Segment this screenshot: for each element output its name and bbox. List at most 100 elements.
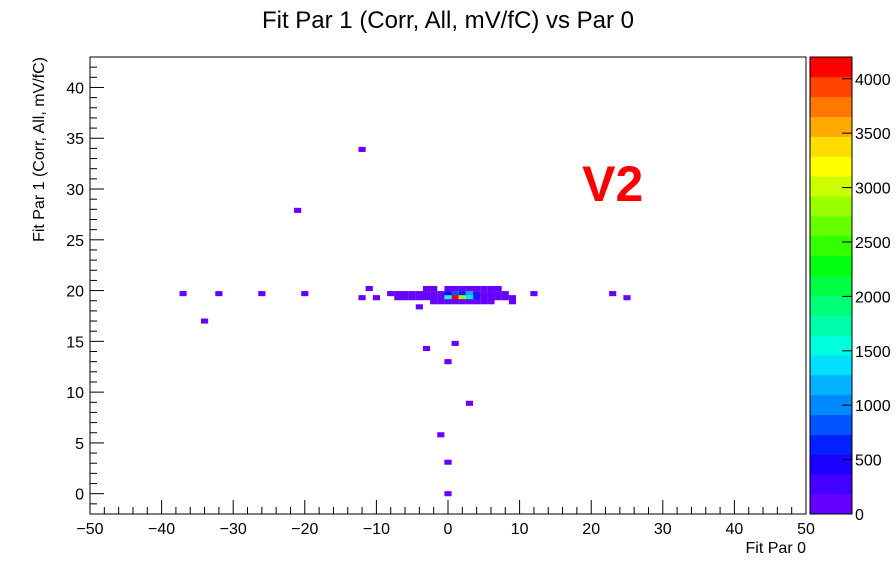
y-tick-label: 10 [66, 385, 84, 402]
heatmap-cell [480, 295, 488, 301]
heatmap-cell [444, 491, 452, 497]
heatmap-cell [422, 345, 431, 351]
heatmap-cell [422, 295, 431, 301]
heatmap-cell [508, 299, 517, 305]
colorbar-band [810, 494, 852, 515]
heatmap-cell [301, 291, 309, 297]
colorbar-tick-label: 0 [855, 507, 864, 524]
colorbar-band [810, 414, 852, 435]
y-tick-label: 5 [75, 436, 84, 453]
heatmap-cell [487, 295, 495, 301]
heatmap-cell [451, 291, 459, 297]
heatmap-cell [430, 291, 438, 297]
heatmap-cell [179, 291, 187, 297]
heatmap-cell [473, 295, 481, 301]
heatmap-cell [430, 299, 438, 305]
heatmap-cell [451, 340, 459, 346]
heatmap-cell [444, 295, 452, 301]
y-tick-label: 20 [66, 284, 84, 301]
heatmap-cell [258, 291, 266, 297]
heatmap-cell [394, 295, 402, 301]
heatmap-cell [387, 291, 395, 297]
heatmap-cell [444, 299, 452, 305]
y-tick-label: 30 [66, 182, 84, 199]
colorbar-band [810, 434, 852, 455]
heatmap-cell [215, 291, 223, 297]
heatmap-cell [437, 432, 445, 438]
heatmap-cell [501, 295, 509, 301]
colorbar-band [810, 295, 852, 316]
colorbar-band [810, 176, 852, 197]
heatmap-cell [394, 291, 402, 297]
x-axis: −50 −40 −30 −20 −10 0 10 20 30 40 50 [76, 500, 815, 538]
heatmap-cell [609, 291, 617, 297]
x-tick-label: 10 [511, 521, 529, 538]
heatmap-cell [408, 291, 416, 297]
heatmap-cell [530, 291, 538, 297]
x-tick-label: 40 [726, 521, 744, 538]
colorbar-band [810, 255, 852, 276]
heatmap-cell [444, 359, 452, 365]
heatmap-cell [365, 286, 373, 292]
heatmap-cell [494, 295, 502, 301]
heatmap-cell [415, 295, 423, 301]
heatmap-cell [465, 295, 474, 301]
x-tick-label: 20 [582, 521, 600, 538]
y-tick-label: 0 [75, 487, 84, 504]
heatmap-cell [494, 286, 502, 292]
heatmap-cell [358, 146, 366, 152]
heatmap-cell [473, 291, 481, 297]
colorbar-tick-label: 500 [855, 453, 882, 470]
heatmap-cell [430, 286, 438, 292]
heatmap-cell [437, 295, 445, 301]
heatmap-cell [451, 295, 459, 301]
colorbar-frame [809, 56, 853, 515]
colorbar-band [810, 315, 852, 336]
y-tick-label: 40 [66, 80, 84, 97]
colorbar-band [810, 156, 852, 177]
heatmap-cell [480, 291, 488, 297]
colorbar-band [810, 136, 852, 157]
heatmap-cell [200, 318, 209, 324]
colorbar-tick-label: 1500 [855, 344, 891, 361]
heatmap-cell [372, 295, 380, 301]
colorbar-band [810, 355, 852, 376]
heatmap-cell [473, 299, 481, 305]
colorbar-band [810, 275, 852, 296]
heatmap-cell [473, 286, 481, 292]
y-axis-label: Fit Par 1 (Corr, All, mV/fC) [31, 57, 48, 242]
colorbar-band [810, 335, 852, 356]
heatmap-cell [430, 295, 438, 301]
heatmap-cell [465, 400, 474, 406]
heatmap-cell [415, 304, 423, 310]
x-tick-label: 0 [444, 521, 453, 538]
colorbar-band [810, 196, 852, 217]
color-scale-bar: 0 500 1000 1500 2000 2500 3000 3500 4000 [809, 56, 891, 524]
colorbar-band [810, 96, 852, 118]
heatmap-cell [458, 291, 466, 297]
x-axis-label: Fit Par 0 [746, 540, 807, 557]
heatmap-cell [508, 295, 517, 301]
colorbar-tick-label: 1000 [855, 398, 891, 415]
heatmap-cell [437, 299, 445, 305]
x-tick-label: −10 [363, 521, 390, 538]
colorbar-band [810, 76, 852, 98]
heatmap-cell [501, 291, 509, 297]
y-tick-label: 25 [66, 233, 84, 250]
colorbar-tick-label: 2000 [855, 289, 891, 306]
y-axis: 0 5 10 15 20 25 30 35 40 [66, 56, 104, 515]
colorbar-band [810, 116, 852, 137]
version-annotation: V2 [582, 156, 643, 212]
colorbar-band [810, 215, 852, 237]
heatmap-cell [444, 459, 452, 465]
heatmap-cell [451, 286, 459, 292]
heatmap-cell [494, 291, 502, 297]
heatmap-cell [358, 295, 366, 301]
colorbar-band [810, 474, 852, 495]
heatmap-cell [480, 299, 488, 305]
heatmap-cell [422, 291, 431, 297]
heatmap-cell [465, 299, 474, 305]
heatmap-cell [487, 299, 495, 305]
colorbar-tick-label: 2500 [855, 235, 891, 252]
